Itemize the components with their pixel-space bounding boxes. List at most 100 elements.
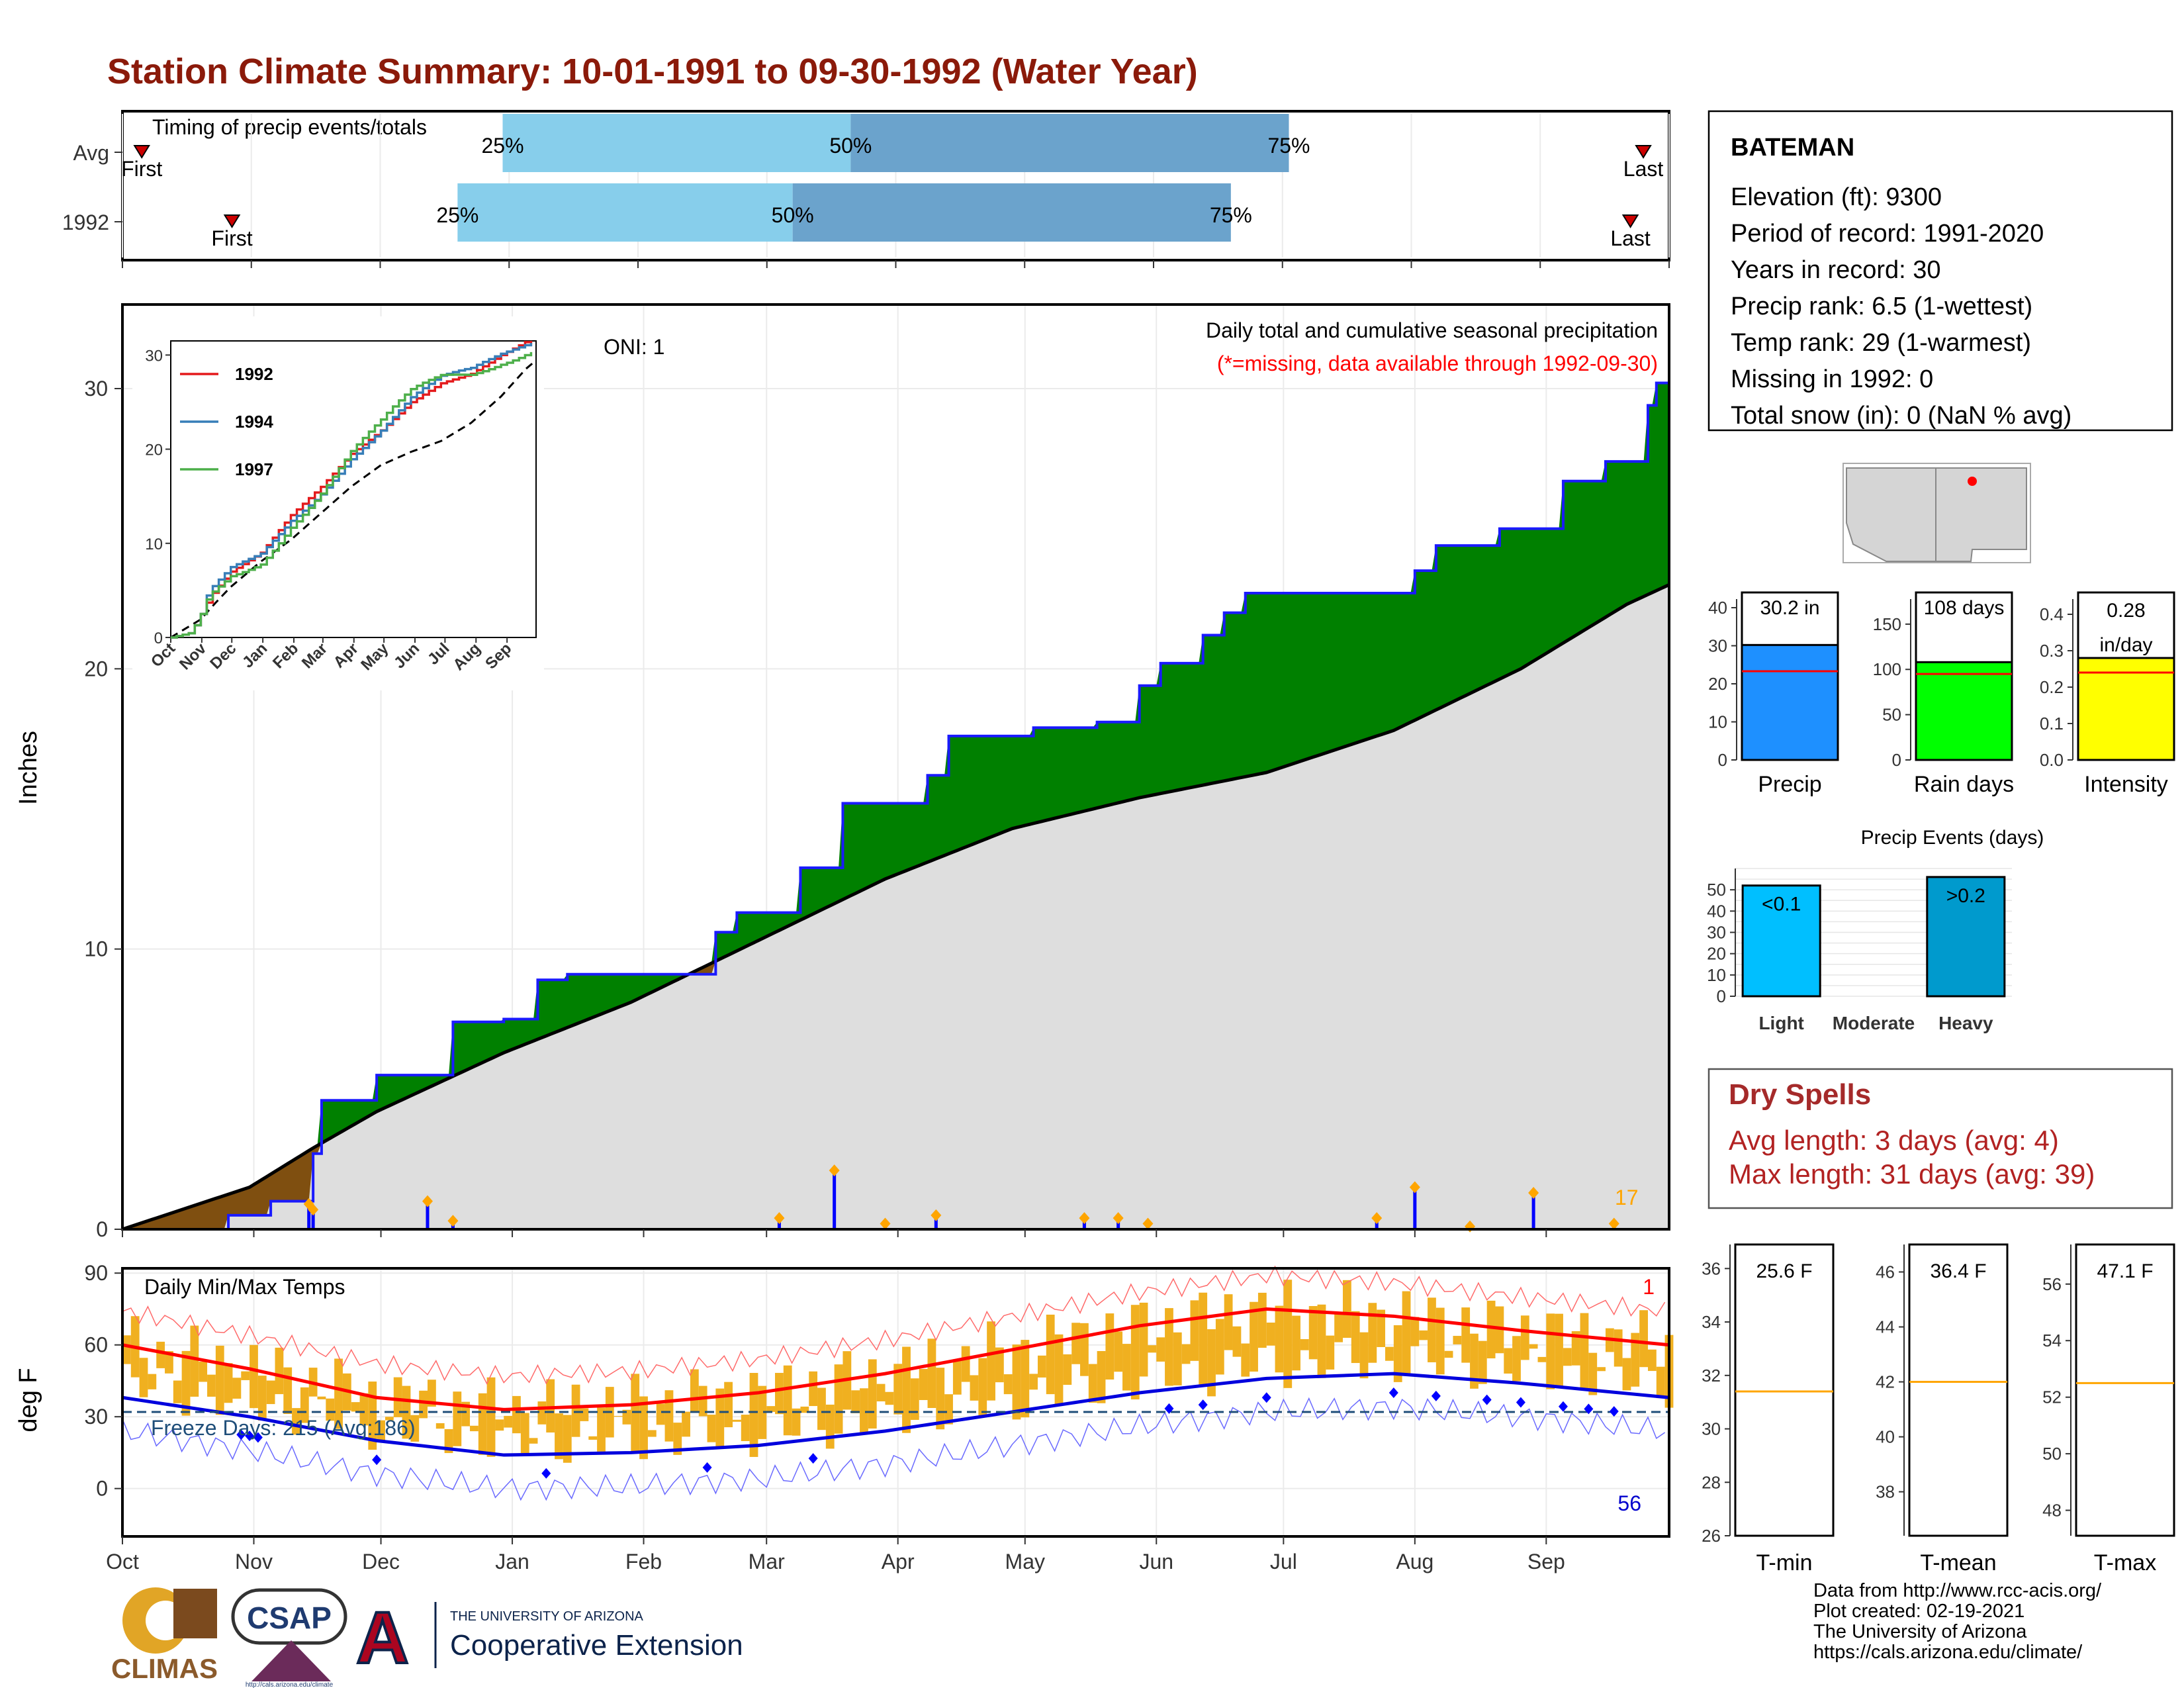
- daily-temp-range-bar: [427, 1380, 436, 1407]
- daily-temp-range-bar: [1088, 1364, 1097, 1403]
- daily-temp-range-bar: [876, 1383, 886, 1401]
- events-y-tick-label: 30: [1707, 923, 1726, 943]
- tempbar-y-tick-label: 56: [2042, 1274, 2062, 1294]
- daily-temp-range-bar: [580, 1408, 589, 1421]
- month-label: May: [1005, 1550, 1045, 1573]
- daily-temp-range-bar: [1461, 1307, 1471, 1363]
- dry-spells-max: Max length: 31 days (avg: 39): [1729, 1158, 2095, 1190]
- summary-y-tick-label: 0.1: [2040, 714, 2064, 733]
- daily-precip-bar: [426, 1201, 430, 1229]
- missing-note: (*=missing, data available through 1992-…: [1217, 352, 1658, 375]
- daily-precip-marker: [1079, 1212, 1090, 1225]
- credit-line-date: Plot created: 02-19-2021: [1813, 1601, 2025, 1622]
- daily-temp-range-bar: [495, 1419, 504, 1431]
- precip-y-tick-label: 30: [84, 377, 108, 400]
- summary-y-tick-label: 40: [1708, 598, 1727, 618]
- daily-precip-marker: [931, 1209, 942, 1221]
- first-event-label: First: [211, 226, 252, 250]
- temp-y-tick-label: 60: [84, 1333, 108, 1357]
- daily-temp-range-bar: [707, 1415, 716, 1442]
- oni-label: ONI: 1: [604, 335, 664, 359]
- timing-q75-label: 75%: [1210, 203, 1252, 227]
- daily-temp-range-bar: [1130, 1305, 1140, 1400]
- daily-temp-range-bar: [995, 1347, 1004, 1383]
- precip-area-fills: [122, 381, 1670, 1231]
- normal-min-line: [122, 1372, 1670, 1457]
- daily-temp-range-bar: [165, 1351, 173, 1374]
- tempbar-y-tick-label: 30: [1702, 1419, 1721, 1439]
- daily-temp-range-bar: [639, 1396, 648, 1460]
- daily-temp-range-bar: [1588, 1352, 1598, 1395]
- daily-temp-range-bar: [232, 1378, 242, 1399]
- timing-q50-label: 50%: [829, 134, 872, 158]
- summary-value-label: 0.28 in/day: [2099, 600, 2152, 656]
- daily-temp-range-bar: [555, 1413, 563, 1460]
- daily-temp-range-bar: [1453, 1336, 1462, 1344]
- daily-temp-range-bar: [1232, 1326, 1242, 1357]
- daily-temp-range-bar: [622, 1409, 631, 1425]
- last-event-label: Last: [1610, 226, 1651, 250]
- events-bar-label: <0.1: [1762, 894, 1801, 915]
- daily-temp-range-bar: [944, 1394, 953, 1425]
- ua-letter: A: [356, 1597, 408, 1679]
- daily-temp-range-bar: [1419, 1330, 1428, 1340]
- daily-temp-range-bar: [139, 1358, 148, 1397]
- inset-legend-label: 1992: [235, 364, 273, 384]
- daily-temp-range-bar: [588, 1436, 598, 1440]
- logos: CLIMAS CSAP http://cals.arizona.edu/clim…: [111, 1587, 743, 1688]
- daily-temp-range-bar: [775, 1372, 784, 1415]
- daily-temp-range-bar: [1614, 1329, 1623, 1367]
- daily-temp-range-bar: [1122, 1344, 1131, 1391]
- events-category-label: Moderate: [1833, 1013, 1915, 1033]
- daily-temp-range-bar: [919, 1369, 928, 1401]
- daily-temp-range-bar: [817, 1387, 826, 1430]
- record-low-marker: [1584, 1403, 1594, 1415]
- summary-y-tick-label: 0: [1718, 750, 1727, 770]
- dry-spells-box: Dry Spells Avg length: 3 days (avg: 4) M…: [1707, 1068, 2173, 1209]
- csap-logo-text: CSAP: [247, 1601, 332, 1635]
- events-y-tick-label: 20: [1707, 944, 1726, 964]
- daily-temp-range-bar: [656, 1403, 665, 1425]
- tempbar-y-tick-label: 42: [1876, 1372, 1895, 1392]
- daily-temp-range-bar: [504, 1415, 513, 1428]
- tempbar-y-tick-label: 36: [1702, 1258, 1721, 1278]
- csap-url: http://cals.arizona.edu/climate: [246, 1681, 334, 1688]
- daily-temp-range-bar: [1080, 1323, 1089, 1376]
- daily-temp-range-bar: [1283, 1280, 1293, 1388]
- record-low-marker: [245, 1430, 255, 1442]
- daily-temp-range-bar: [792, 1408, 801, 1436]
- summary-y-tick-label: 20: [1708, 674, 1727, 694]
- last-event-label: Last: [1623, 157, 1664, 181]
- daily-temp-range-bar: [631, 1374, 640, 1454]
- credit-line-url: https://cals.arizona.edu/climate/: [1813, 1642, 2083, 1663]
- daily-temp-range-bar: [1257, 1292, 1267, 1348]
- daily-temp-range-bar: [597, 1407, 606, 1452]
- daily-temp-range-bar: [359, 1393, 369, 1426]
- daily-temp-range-bar: [902, 1346, 911, 1433]
- summary-value-label: 108 days: [1924, 597, 2005, 619]
- tempbar-label: T-mean: [1920, 1550, 1996, 1575]
- daily-temp-range-bar: [927, 1338, 936, 1409]
- record-low-marker: [253, 1432, 263, 1443]
- tempbar-y-tick-label: 48: [2042, 1501, 2062, 1521]
- timing-bar-q50-q75: [850, 114, 1289, 172]
- daily-temp-range-bar: [860, 1388, 868, 1433]
- daily-temp-range-bar: [520, 1413, 529, 1454]
- daily-temp-range-bar: [250, 1344, 258, 1409]
- station-info-line: Elevation (ft): 9300: [1731, 183, 1942, 211]
- daily-temp-range-bar: [1012, 1344, 1021, 1420]
- first-event-marker: [133, 145, 150, 159]
- month-axis: Oct Nov Dec Jan Feb Mar Apr May Jun Jul Aug Sep: [106, 1229, 1565, 1573]
- daily-temp-range-bar: [1046, 1314, 1055, 1395]
- csap-logo: CSAP http://cals.arizona.edu/climate: [231, 1588, 347, 1688]
- daily-temp-range-bar: [1215, 1319, 1224, 1375]
- daily-temp-range-bar: [435, 1423, 445, 1429]
- summary-bar-label: Intensity: [2084, 772, 2168, 797]
- map-arizona-shape: [1846, 467, 1936, 562]
- record-low-marker: [372, 1454, 382, 1466]
- daily-temp-range-bar: [1478, 1340, 1487, 1384]
- month-label: Nov: [235, 1550, 273, 1573]
- tempbar-y-tick-label: 40: [1876, 1427, 1895, 1447]
- events-y-tick-label: 0: [1717, 986, 1726, 1006]
- daily-temp-range-bar: [1402, 1291, 1411, 1375]
